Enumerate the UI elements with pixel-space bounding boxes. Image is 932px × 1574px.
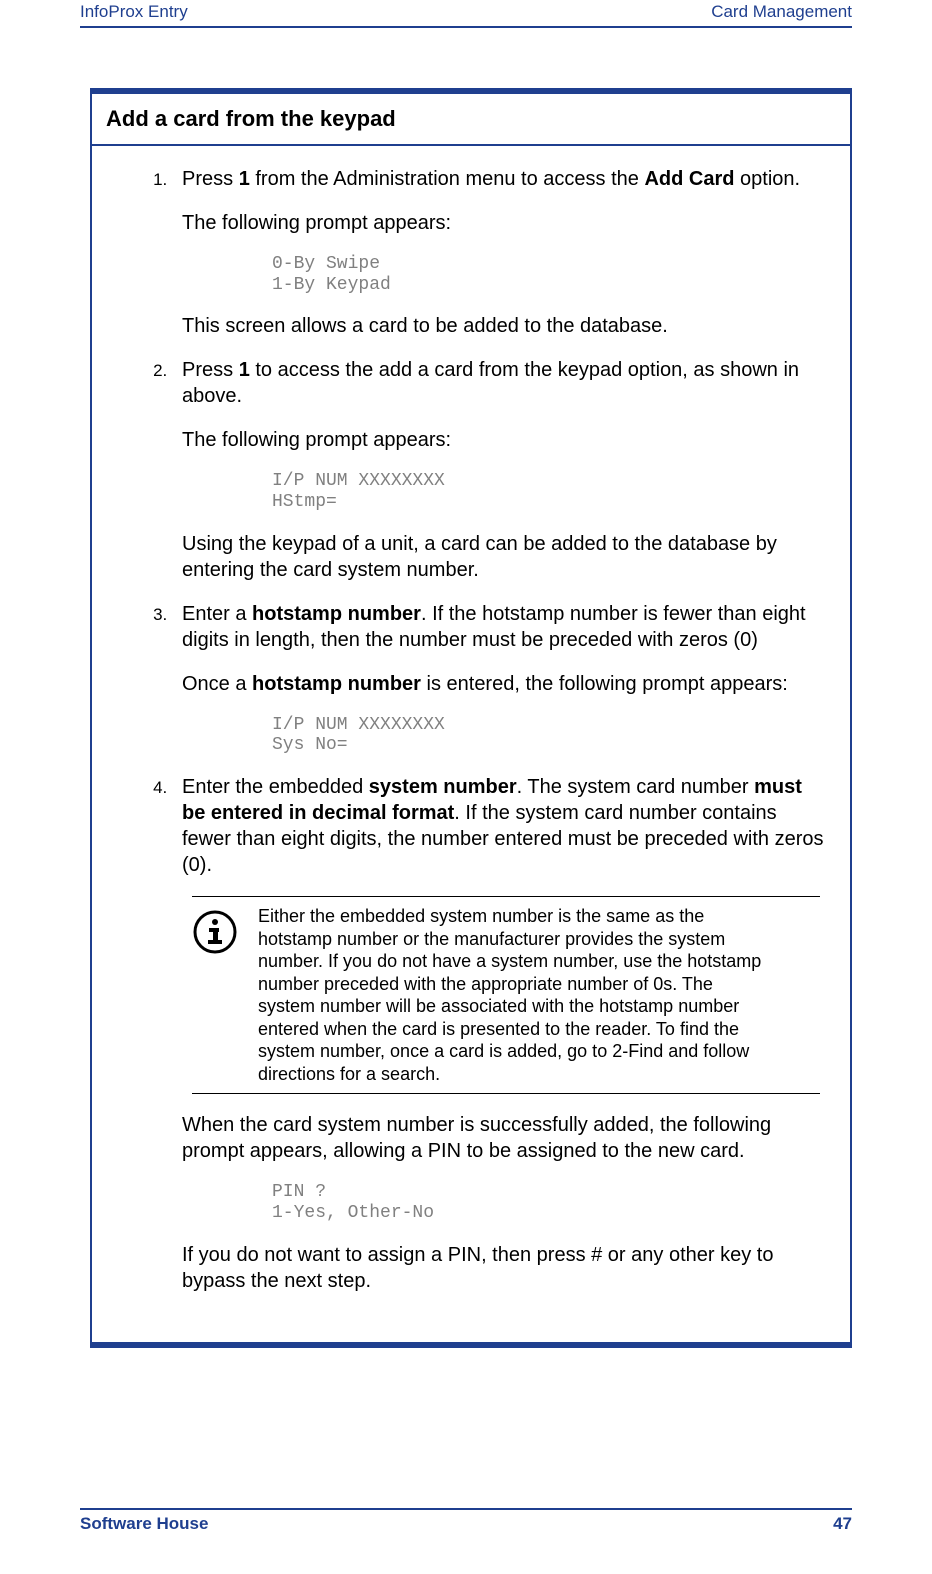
procedure-box: Add a card from the keypad Press 1 from … [90,88,852,1348]
page-header: InfoProx Entry Card Management [80,0,852,28]
step-3: Enter a hotstamp number. If the hotstamp… [172,601,830,756]
page-footer: Software House 47 [80,1508,852,1534]
step1-line3: This screen allows a card to be added to… [182,313,830,339]
step3-line2: Once a hotstamp number is entered, the f… [182,671,830,697]
info-note-text: Either the embedded system number is the… [258,905,810,1085]
step2-line1: Press 1 to access the add a card from th… [182,357,830,409]
header-right: Card Management [711,2,852,22]
step4-code: PIN ? 1-Yes, Other-No [272,1182,830,1223]
step4-line3: If you do not want to assign a PIN, then… [182,1242,830,1294]
box-body: Press 1 from the Administration menu to … [92,146,850,1342]
step2-line3: Using the keypad of a unit, a card can b… [182,531,830,583]
content-area: Add a card from the keypad Press 1 from … [90,88,852,1348]
step-1: Press 1 from the Administration menu to … [172,166,830,339]
info-note: Either the embedded system number is the… [192,896,820,1094]
step2-line2: The following prompt appears: [182,427,830,453]
footer-left: Software House [80,1514,208,1534]
step2-code: I/P NUM XXXXXXXX HStmp= [272,471,830,512]
step4-line2: When the card system number is successfu… [182,1112,830,1164]
info-icon [192,909,238,955]
step3-code: I/P NUM XXXXXXXX Sys No= [272,715,830,756]
step-list: Press 1 from the Administration menu to … [112,166,830,1294]
step3-line1: Enter a hotstamp number. If the hotstamp… [182,601,830,653]
box-title: Add a card from the keypad [92,94,850,146]
footer-page-number: 47 [833,1514,852,1534]
header-left: InfoProx Entry [80,2,188,22]
step1-line1: Press 1 from the Administration menu to … [182,166,830,192]
step4-line1: Enter the embedded system number. The sy… [182,774,830,878]
step1-line2: The following prompt appears: [182,210,830,236]
step1-code: 0-By Swipe 1-By Keypad [272,254,830,295]
step-4: Enter the embedded system number. The sy… [172,774,830,1293]
step-2: Press 1 to access the add a card from th… [172,357,830,582]
